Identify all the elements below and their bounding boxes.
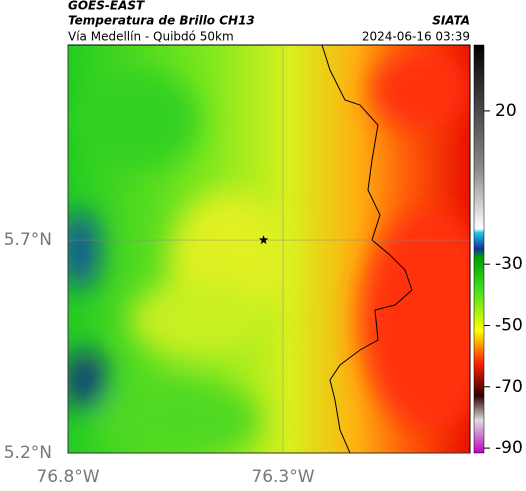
x-tick-label: 76.8°W xyxy=(36,467,99,487)
source: GOES-EAST xyxy=(68,0,145,13)
colorbar-tick-label: -30 xyxy=(495,254,523,274)
colorbar-tick-label: -70 xyxy=(495,377,523,397)
brightness-field xyxy=(68,45,470,453)
y-tick-label: 5.2°N xyxy=(4,443,52,463)
location-marker xyxy=(258,235,269,245)
colorbar-tick-label: -90 xyxy=(495,438,523,458)
brand: SIATA xyxy=(432,14,470,28)
colorbar-tick-label: 20 xyxy=(495,101,517,121)
x-tick-label: 76.3°W xyxy=(251,467,314,487)
colorbar-tick-label: -50 xyxy=(495,315,523,335)
title: Temperatura de Brillo CH13 xyxy=(68,14,255,28)
y-tick-label: 5.7°N xyxy=(4,230,52,250)
timestamp: 2024-06-16 03:39 xyxy=(362,30,470,44)
colorbar xyxy=(473,44,485,454)
subtitle: Vía Medellín - Quibdó 50km xyxy=(68,30,234,44)
